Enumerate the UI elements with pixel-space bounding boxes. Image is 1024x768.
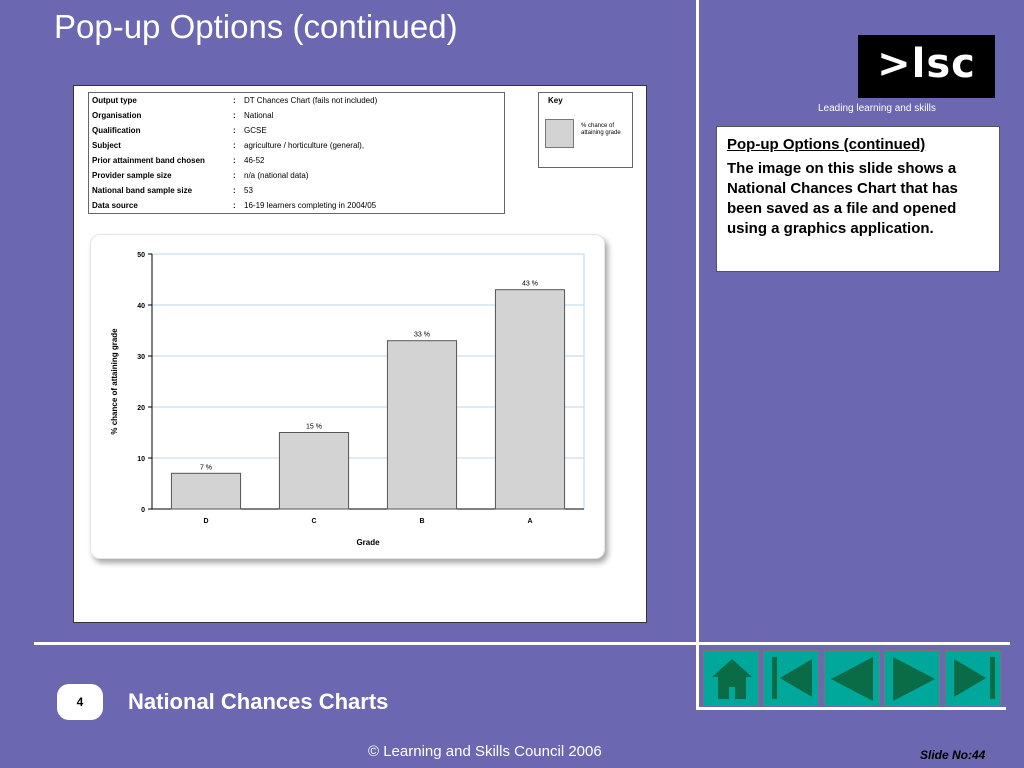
info-separator: : (233, 201, 236, 210)
bar-chart-panel: 0 10 20 30 40 50 7 % D 15 % C 33 % B 43 % A Grade % cha… (90, 234, 605, 559)
info-row: Output type: DT Chances Chart (fails not … (89, 93, 505, 109)
data-label: 43 % (522, 281, 538, 288)
info-row: Qualification: GCSE (89, 123, 505, 138)
x-tick-label: D (203, 518, 208, 525)
slide-number-badge: 4 (57, 684, 103, 720)
info-separator: : (233, 111, 236, 120)
key-title: Key (548, 96, 563, 105)
x-tick-label: C (311, 518, 316, 525)
info-value: GCSE (244, 126, 267, 135)
bar-C (278, 432, 350, 510)
logo-tagline: Leading learning and skills (818, 103, 936, 114)
nav-first-button[interactable] (763, 650, 819, 706)
info-separator: : (233, 186, 236, 195)
info-row: Provider sample size: n/a (national data) (89, 168, 505, 183)
info-separator: : (233, 171, 236, 180)
chart-info-table: Output type: DT Chances Chart (fails not … (88, 92, 505, 214)
divider-vertical-lower (696, 640, 699, 710)
info-label: Provider sample size (92, 171, 172, 180)
y-tick-label: 50 (137, 252, 145, 259)
key-swatch (545, 119, 574, 148)
info-row: Data source:16-19 learners completing in… (89, 198, 505, 214)
info-separator: : (233, 156, 236, 165)
bar-B (386, 340, 458, 510)
info-label: Prior attainment band chosen (92, 156, 205, 165)
divider-horizontal-nav (696, 707, 1006, 710)
data-label: 33 % (414, 332, 430, 339)
y-axis-label: % chance of attaining grade (110, 328, 119, 435)
nav-home-button[interactable] (703, 650, 759, 706)
info-row: Organisation: National (89, 108, 505, 123)
info-value: 46-52 (244, 156, 265, 165)
data-label: 15 % (306, 424, 322, 431)
chances-chart-image: Output type: DT Chances Chart (fails not … (73, 85, 647, 623)
info-label: Data source (92, 201, 138, 210)
nav-next-button[interactable] (884, 650, 940, 706)
info-value: n/a (national data) (244, 171, 309, 180)
info-separator: : (233, 126, 236, 135)
nav-previous-button[interactable] (824, 650, 880, 706)
info-label: Qualification (92, 126, 141, 135)
info-label: Organisation (92, 111, 142, 120)
info-value: agriculture / horticulture (general), (244, 141, 365, 150)
nav-last-button[interactable] (945, 650, 1001, 706)
info-value: 16-19 learners completing in 2004/05 (244, 201, 377, 210)
data-label: 7 % (200, 464, 212, 471)
slide-number-text: Slide No:44 (920, 748, 986, 762)
notes-body: The image on this slide shows a National… (727, 160, 958, 237)
y-tick-label: 10 (137, 456, 145, 463)
notes-panel: Pop-up Options (continued) The image on … (716, 126, 1000, 272)
bar-A (494, 289, 566, 510)
info-value: 53 (244, 186, 253, 195)
bar-chart: 0 10 20 30 40 50 7 % D 15 % C 33 % B 43 % A Grade % cha… (110, 252, 585, 547)
first-slide-icon (772, 657, 812, 699)
info-label: National band sample size (92, 186, 193, 195)
info-separator: : (233, 96, 236, 105)
y-tick-label: 0 (141, 507, 145, 514)
info-row: Prior attainment band chosen:46-52 (89, 153, 505, 168)
info-row: National band sample size:53 (89, 183, 505, 198)
info-label: Output type (92, 96, 137, 105)
info-value: National (244, 111, 274, 120)
y-tick-label: 40 (137, 303, 145, 310)
x-tick-label: B (419, 518, 424, 525)
x-axis-label: Grade (356, 538, 380, 547)
section-title: National Chances Charts (128, 689, 389, 714)
divider-vertical (696, 0, 699, 640)
lsc-logo: >lsc (858, 35, 995, 98)
x-tick-label: A (527, 518, 532, 525)
last-slide-icon (954, 657, 995, 699)
home-icon (712, 659, 752, 699)
next-icon (893, 657, 935, 701)
logo-mark: >lsc (877, 41, 976, 87)
info-label: Subject (92, 141, 121, 150)
info-row: Subject: agriculture / horticulture (gene… (89, 138, 505, 153)
y-tick-label: 30 (137, 354, 145, 361)
notes-title: Pop-up Options (continued) (727, 136, 926, 153)
copyright-text: © Learning and Skills Council 2006 (368, 743, 602, 760)
previous-icon (831, 657, 873, 701)
key-label: % chance of attaining grade (581, 123, 621, 136)
bar-D (170, 472, 242, 510)
slide-title: Pop-up Options (continued) (54, 8, 458, 45)
info-separator: : (233, 141, 236, 150)
divider-horizontal (34, 642, 1010, 645)
y-tick-label: 20 (137, 405, 145, 412)
info-value: DT Chances Chart (fails not included) (244, 96, 378, 105)
chart-key: Key % chance of attaining grade (538, 92, 633, 168)
